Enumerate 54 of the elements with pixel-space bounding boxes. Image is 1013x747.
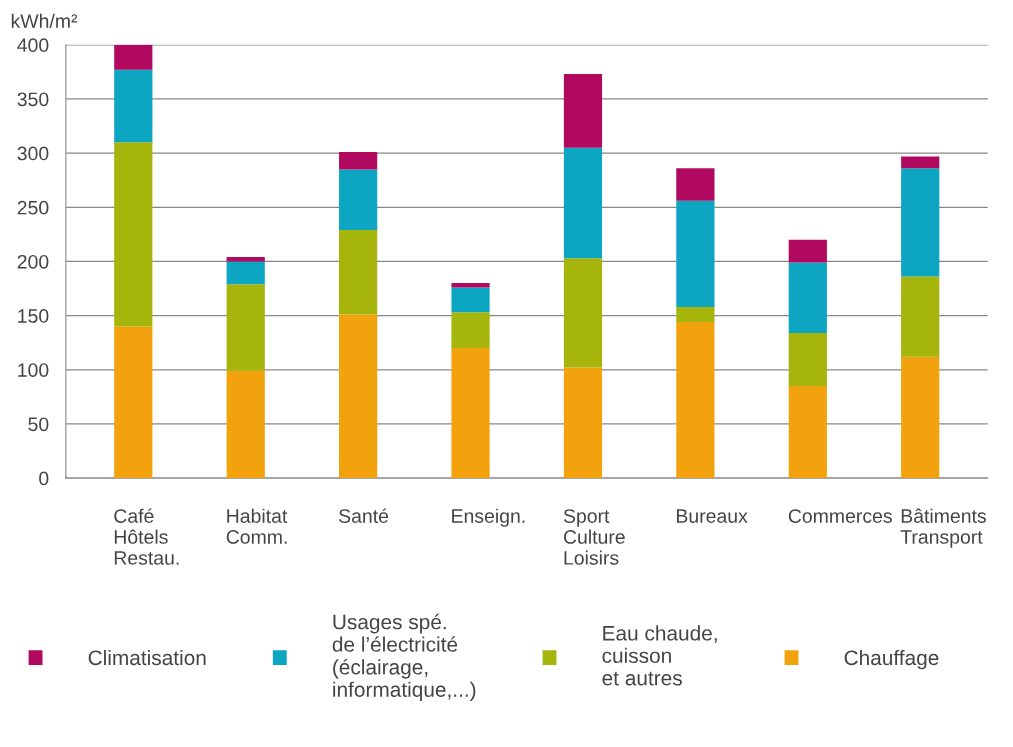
bar [788,332,827,387]
y-tick-label: 400 [17,38,49,53]
bar [114,142,153,327]
bar [114,44,153,70]
bar [563,258,603,368]
bar [226,284,265,371]
bar [451,312,490,349]
bar [788,262,827,333]
bar [676,306,715,323]
legend-label: Chauffage [844,649,939,670]
bar [563,367,603,479]
bar [451,287,490,313]
x-tick-label: Habitat Comm. [226,508,288,544]
bar [563,74,603,148]
bar [901,276,940,357]
bar [676,200,715,307]
y-axis-title: kWh/m² [11,13,78,28]
bar [901,156,940,169]
bar [451,348,490,479]
y-tick-label: 200 [17,254,49,269]
x-tick-label: Commerces [788,509,892,523]
y-tick-label: 100 [18,363,49,377]
bar [114,326,153,479]
bar [563,147,603,259]
x-tick-label: Enseign. [452,508,525,527]
bar [676,168,715,201]
x-tick-label: Bureaux [676,509,748,523]
bar [339,169,378,231]
y-tick-label: 150 [18,309,49,323]
bar [676,322,715,479]
bar [339,230,378,315]
y-tick-label: 250 [17,200,49,215]
x-tick-label: Sport Culture Loisirs [563,509,625,565]
bar [226,370,265,479]
bar [451,283,490,288]
legend-label: Eau chaude, cuisson et autres [602,625,717,686]
bar [788,386,827,479]
x-tick-label: Café Hôtels Restau. [114,508,179,565]
y-tick-label: 50 [28,417,49,432]
y-tick-label: 350 [17,92,49,107]
legend-label: Usages spé. de l’électricité (éclairage, informatique,...) [332,613,476,702]
y-tick-label: 300 [17,146,49,161]
bar [226,261,265,285]
x-tick-label: Bâtiments Transport [900,508,986,548]
bar [339,152,378,170]
y-tick-label: 0 [39,471,49,486]
bar [226,257,265,262]
bar [788,239,827,263]
legend-label: Climatisation [88,649,206,666]
bar [339,314,378,479]
bar [114,69,153,143]
bar [901,168,940,277]
x-tick-label: Santé [339,508,389,523]
bar [901,356,940,479]
